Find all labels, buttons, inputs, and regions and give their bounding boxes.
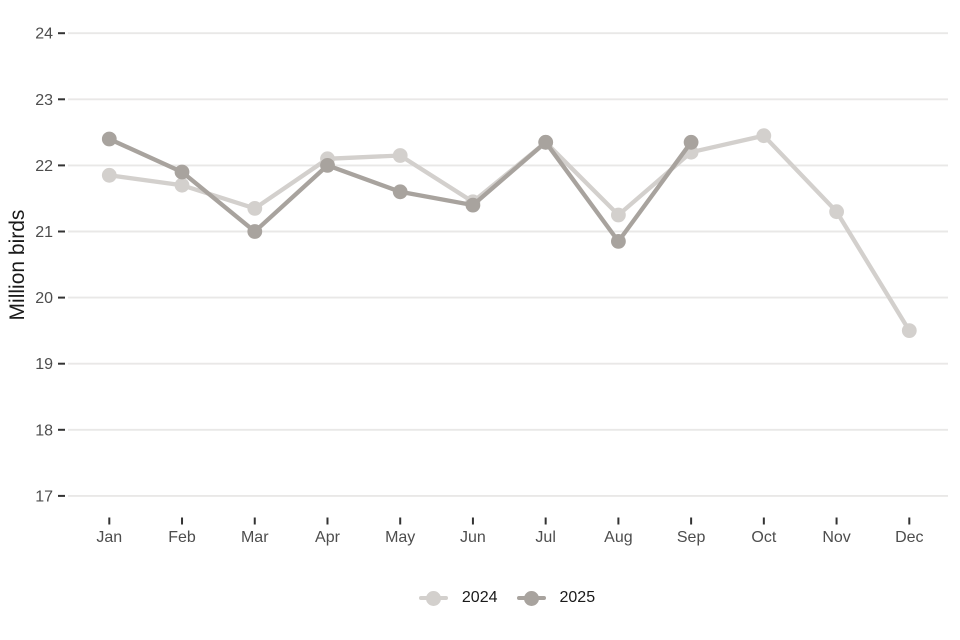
y-tick-label: 24 [35,26,53,43]
y-tick-label: 19 [35,356,53,373]
x-tick-label-sep: Sep [677,529,706,546]
data-point-2024-oct [756,128,772,144]
data-point-2024-aug [611,207,626,223]
legend-label-2024: 2024 [461,589,498,606]
x-tick-label-jan: Jan [96,529,122,546]
x-tick-label-apr: Apr [315,529,341,546]
data-point-2024-nov [829,204,844,220]
data-point-2024-mar [247,201,263,216]
legend-key-2025-icon [516,590,546,606]
y-tick-label: 21 [35,224,53,241]
y-tick-label: 20 [35,290,53,307]
x-tick-label-jul: Jul [535,529,555,546]
y-tick-label: 23 [35,92,53,109]
data-point-2025-mar [247,224,263,239]
y-tick-label: 17 [35,488,53,505]
data-point-2024-jan [101,167,117,183]
data-point-2025-jun [465,197,481,213]
legend-item-2024: 2024 [418,589,498,607]
legend-label-2025: 2025 [559,589,596,606]
y-tick-label: 22 [35,158,53,175]
legend-key-2024-icon [418,590,448,606]
y-axis-title: Million birds [6,209,29,321]
legend-item-2025: 2025 [516,589,596,607]
legend-dot-2025-icon [523,590,539,606]
x-tick-label-feb: Feb [168,529,196,546]
x-tick-label-aug: Aug [604,529,632,546]
data-point-2024-dec [901,323,917,338]
data-point-2024-feb [174,177,190,193]
legend-dot-2024-icon [425,590,441,606]
data-point-2025-may [392,184,408,200]
x-tick-label-mar: Mar [241,529,269,546]
data-point-2025-jul [538,134,554,150]
data-point-2025-jan [101,131,117,147]
data-point-2024-may [392,148,408,163]
data-point-2025-aug [611,234,626,249]
chart-legend: 2024 2025 [66,587,948,609]
data-point-2025-feb [174,164,190,180]
x-tick-label-may: May [385,529,415,546]
x-tick-label-oct: Oct [751,529,776,546]
data-point-2025-sep [683,134,699,150]
y-tick-label: 18 [35,422,53,439]
x-tick-label-nov: Nov [822,529,850,546]
x-tick-label-jun: Jun [460,529,486,546]
x-tick-label-dec: Dec [895,529,923,546]
data-point-2025-apr [320,158,335,173]
